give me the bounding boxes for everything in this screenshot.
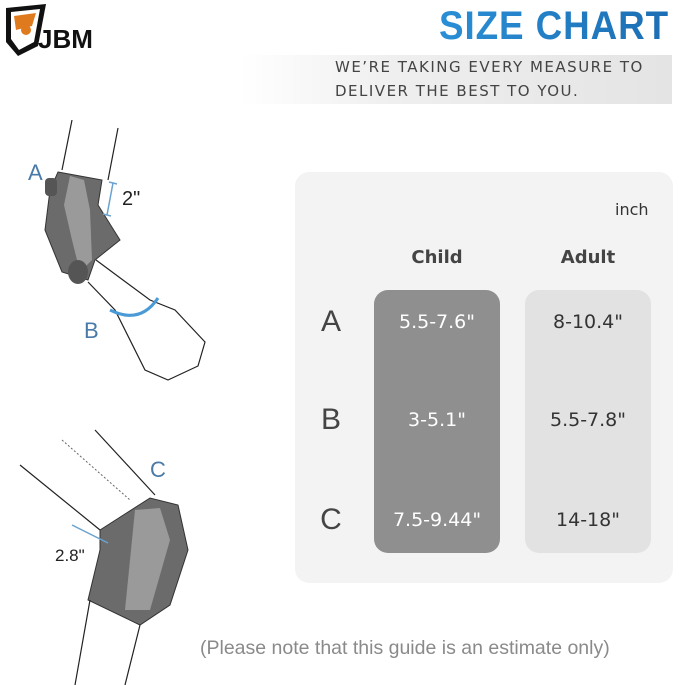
row-label-b: B [320,403,341,436]
cell-a-adult: 8-10.4" [553,311,623,333]
knee-illustration [19,429,189,685]
tagline-band [240,55,672,104]
footer-note: (Please note that this guide is an estim… [200,637,610,659]
cell-b-child: 3-5.1" [408,409,466,431]
brand-logo: JBM [2,2,122,58]
row-label-c: C [320,503,342,536]
cell-b-adult: 5.5-7.8" [549,409,627,431]
label-c: C [150,457,166,482]
elbow-pad-height: 2" [122,188,141,210]
column-header-adult: Adult [560,247,616,268]
label-b: B [84,318,99,343]
elbow-illustration [44,120,206,381]
cell-c-adult: 14-18" [556,509,620,531]
shield-logo-icon: JBM [6,4,93,56]
row-label-a: A [320,305,341,338]
adult-column [525,290,651,553]
page-title: SIZE CHART [439,4,669,48]
unit-label: inch [615,200,649,219]
svg-text:JBM: JBM [38,24,93,54]
tagline-line-2: DELIVER THE BEST TO YOU. [335,82,580,100]
cell-a-child: 5.5-7.6" [398,311,476,333]
child-column [374,290,500,553]
label-a: A [28,160,43,185]
cell-c-child: 7.5-9.44" [392,509,482,531]
knee-pad-height: 2.8" [55,546,85,565]
column-header-child: Child [411,247,463,268]
tagline-line-1: WE’RE TAKING EVERY MEASURE TO [335,58,644,76]
